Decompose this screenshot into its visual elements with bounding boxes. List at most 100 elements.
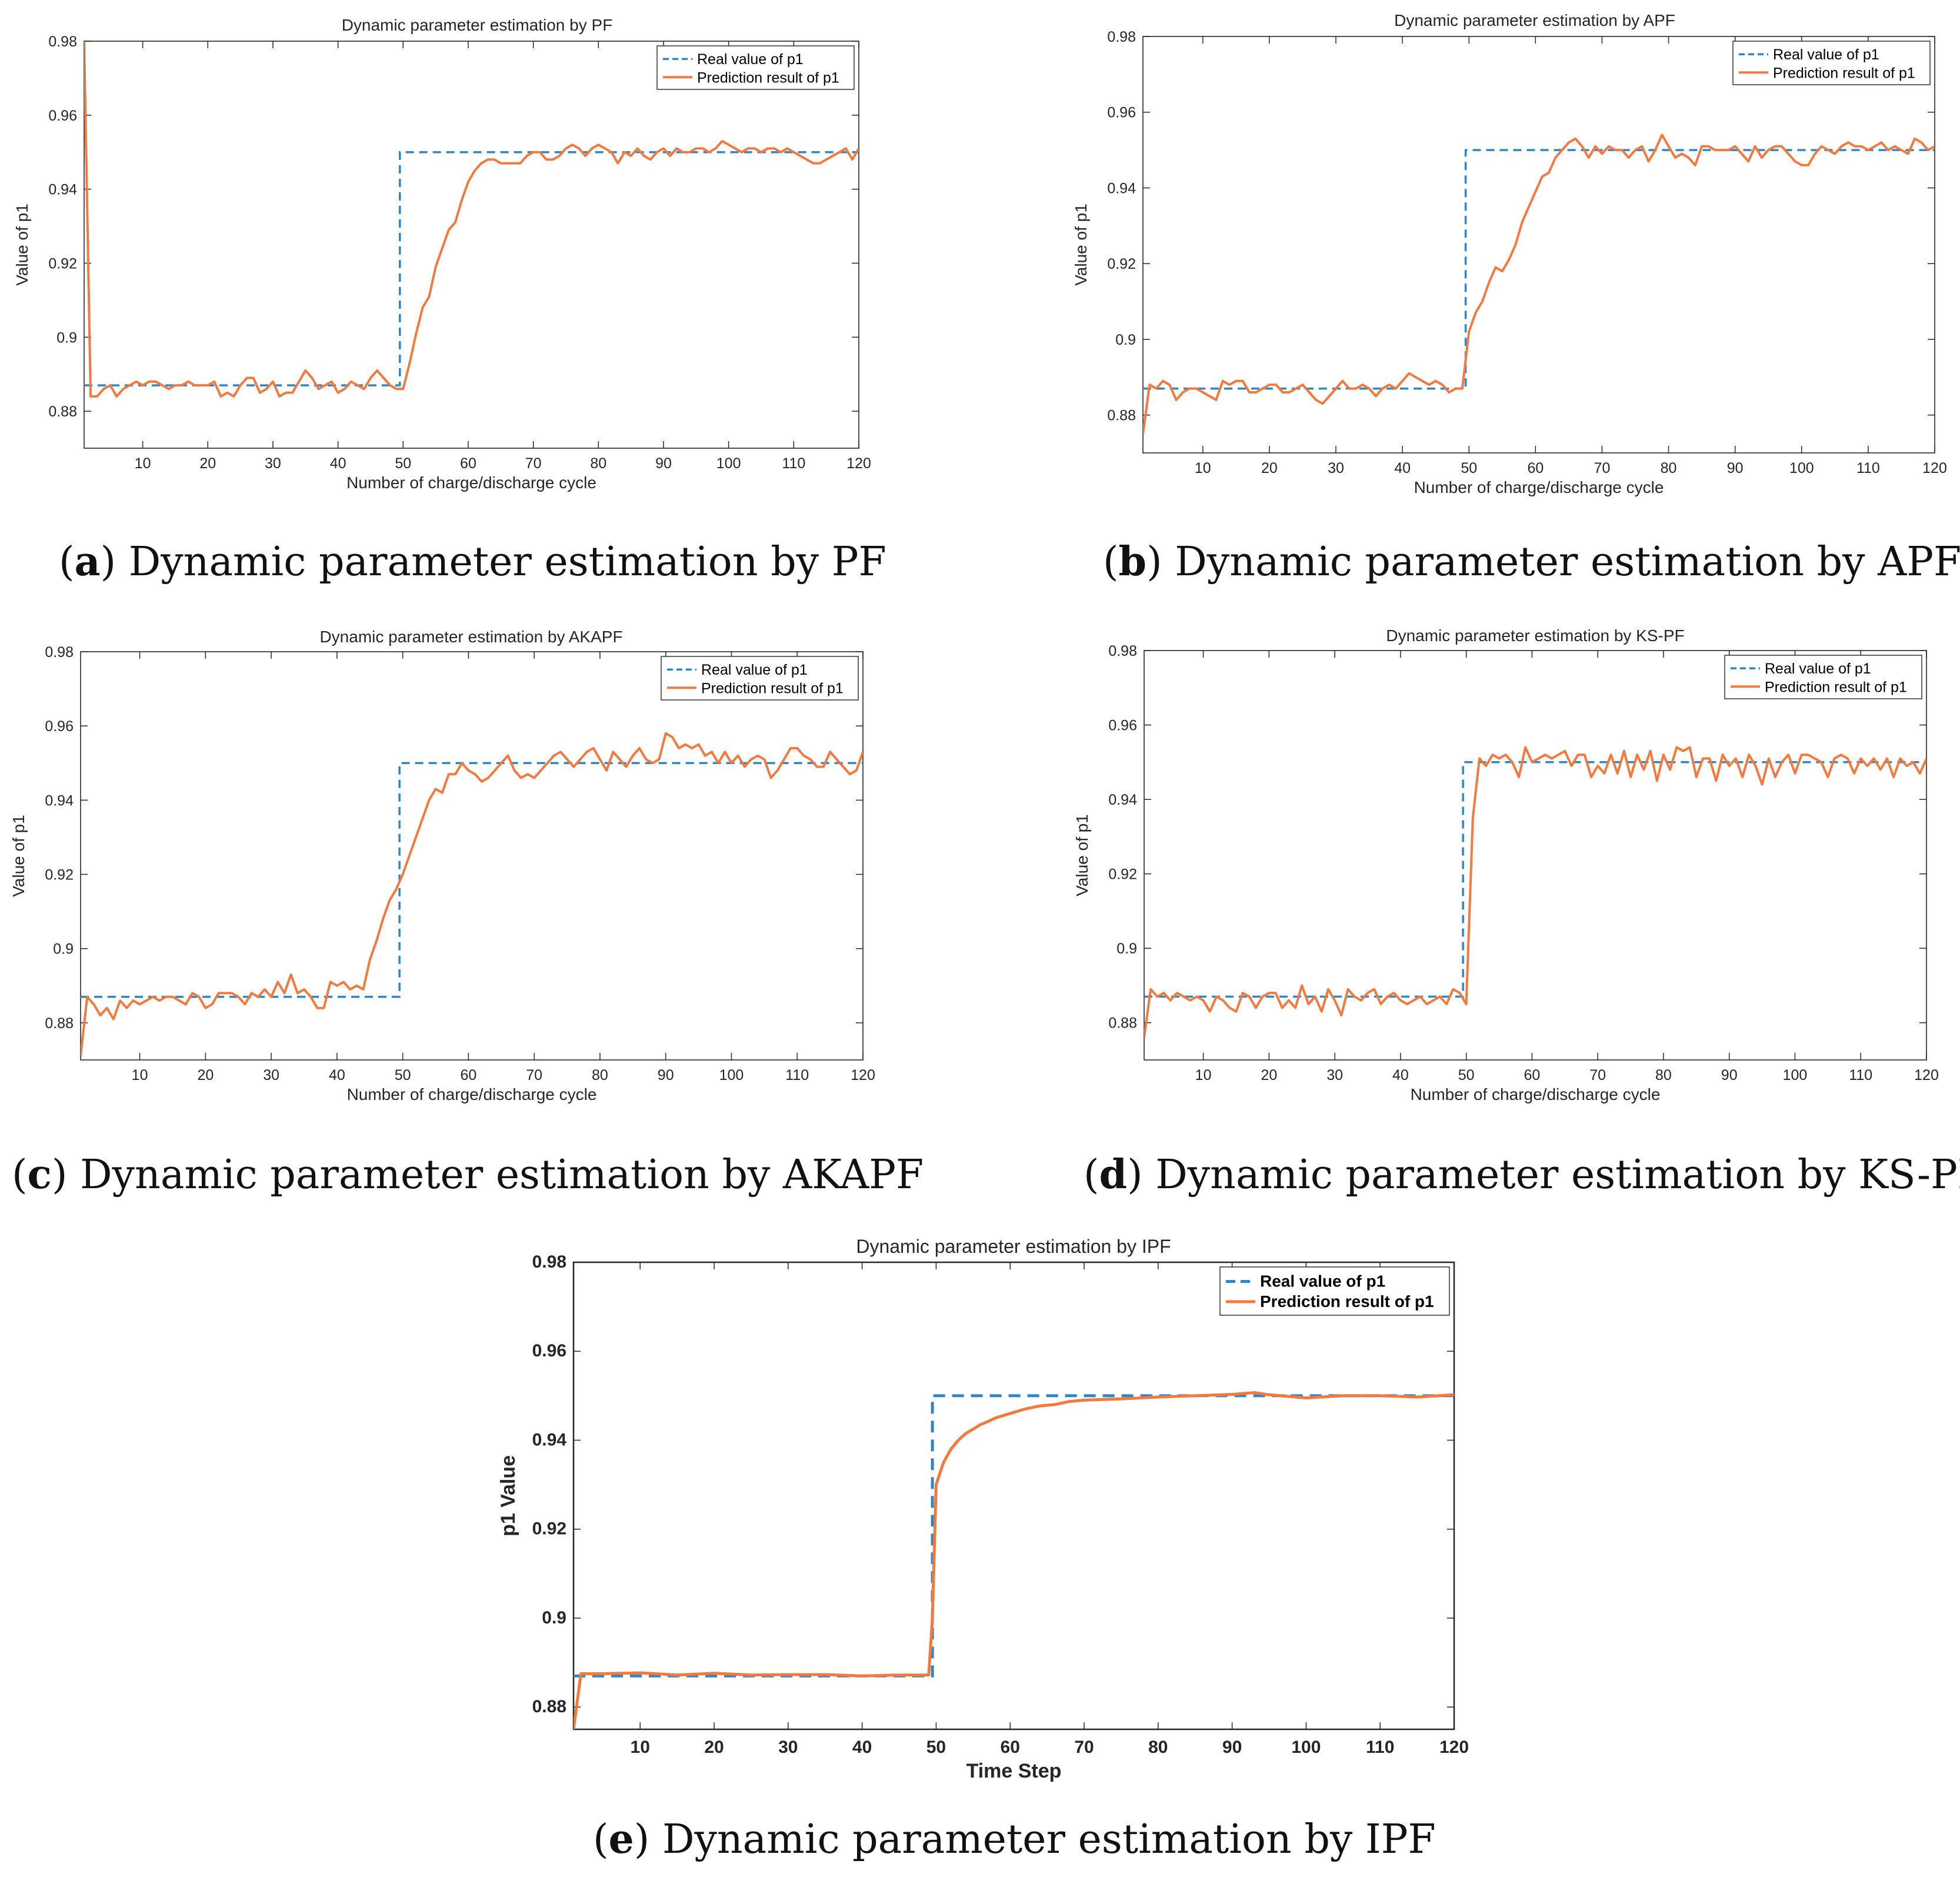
x-axis-label: Number of charge/discharge cycle [1411, 1085, 1661, 1103]
y-tick-label: 0.98 [1107, 29, 1136, 45]
x-tick-label: 10 [132, 1067, 148, 1083]
series-prediction-line [1144, 746, 1926, 1038]
legend-box [1732, 41, 1931, 85]
legend-pred-label: Prediction result of p1 [1773, 65, 1915, 81]
chart-title: Dynamic parameter estimation by IPF [856, 1236, 1171, 1257]
x-tick-label: 90 [655, 455, 672, 472]
x-tick-label: 30 [1326, 1067, 1343, 1083]
legend-box [656, 45, 855, 90]
panel-caption: (a) Dynamic parameter estimation by PF [59, 538, 886, 585]
x-tick-label: 100 [719, 1067, 744, 1083]
legend-box [1724, 655, 1922, 699]
x-tick-label: 90 [1222, 1738, 1242, 1757]
x-tick-label: 10 [1195, 460, 1211, 476]
y-tick-label: 0.88 [1108, 1015, 1137, 1032]
x-tick-label: 20 [197, 1067, 214, 1083]
y-tick-label: 0.9 [53, 941, 74, 958]
y-tick-label: 0.96 [45, 718, 74, 735]
legend-box [661, 656, 859, 701]
x-axis-label: Number of charge/discharge cycle [1414, 478, 1664, 496]
x-tick-label: 100 [1789, 460, 1814, 476]
legend-real-label: Real value of p1 [701, 662, 808, 678]
x-tick-label: 20 [704, 1738, 724, 1757]
panel-caption: (e) Dynamic parameter estimation by IPF [593, 1816, 1436, 1863]
caption-open: ( [593, 1816, 609, 1863]
legend: Real value of p1 Prediction result of p1 [661, 656, 859, 701]
x-tick-label: 30 [1328, 460, 1344, 476]
x-tick-label: 60 [1527, 460, 1544, 476]
y-tick-label: 0.96 [1108, 718, 1137, 734]
x-axis-label: Number of charge/discharge cycle [347, 1085, 597, 1103]
x-tick-label: 20 [199, 455, 216, 472]
panel-caption: (b) Dynamic parameter estimation by APF [1103, 538, 1960, 585]
legend-pred-label: Prediction result of p1 [701, 680, 844, 696]
caption-text: Dynamic parameter estimation by PF [116, 539, 886, 585]
x-tick-label: 30 [778, 1738, 798, 1757]
plot-area [1144, 650, 1927, 1061]
x-tick-label: 110 [1849, 1067, 1872, 1083]
panel-e: Dynamic parameter estimation by IPF 0.88 0… [497, 1236, 1469, 1863]
legend-real-label: Real value of p1 [1773, 46, 1879, 63]
x-tick-label: 110 [1366, 1738, 1394, 1757]
caption-letter: b [1119, 538, 1147, 585]
x-tick-label: 80 [1148, 1738, 1168, 1757]
y-tick-label: 0.92 [532, 1519, 566, 1539]
legend-real-label: Real value of p1 [1765, 661, 1871, 677]
plot-area [80, 651, 864, 1061]
x-tick-label: 120 [1922, 460, 1947, 476]
x-tick-label: 60 [1524, 1067, 1541, 1083]
panel-b: Dynamic parameter estimation by APF 0.88 0… [1072, 11, 1960, 585]
y-tick-label: 0.94 [48, 182, 77, 198]
x-tick-label: 50 [395, 455, 411, 472]
chart-title: Dynamic parameter estimation by PF [342, 16, 613, 34]
legend-real-label: Real value of p1 [697, 51, 804, 68]
legend-pred-label: Prediction result of p1 [1765, 679, 1907, 695]
y-tick-label: 0.92 [45, 867, 74, 883]
x-tick-label: 40 [1392, 1067, 1409, 1083]
x-tick-label: 80 [1661, 460, 1677, 476]
caption-close: ) [634, 1816, 650, 1863]
x-axis-label: Time Step [966, 1760, 1062, 1782]
x-tick-label: 50 [1458, 1067, 1475, 1083]
y-axis-label: p1 Value [497, 1455, 519, 1536]
y-tick-label: 0.9 [542, 1608, 566, 1628]
caption-close: ) [1146, 539, 1162, 585]
y-tick-label: 0.88 [48, 404, 77, 420]
x-tick-label: 40 [852, 1738, 872, 1757]
x-tick-label: 100 [716, 455, 741, 472]
y-tick-label: 0.88 [45, 1015, 74, 1032]
x-tick-label: 100 [1783, 1067, 1808, 1083]
y-axis-label: Value of p1 [13, 204, 31, 286]
panel-c: Dynamic parameter estimation by AKAPF 0.8… [9, 628, 924, 1198]
caption-letter: e [609, 1816, 634, 1863]
y-tick-label: 0.88 [1107, 408, 1136, 424]
series-prediction-line [574, 1391, 1454, 1729]
x-tick-label: 70 [525, 455, 542, 472]
x-tick-label: 120 [846, 455, 871, 472]
y-tick-label: 0.94 [1108, 792, 1137, 808]
legend-real-label: Real value of p1 [1260, 1272, 1385, 1291]
legend: Real value of p1 Prediction result of p1 [1724, 655, 1922, 699]
y-axis-label: Value of p1 [1073, 814, 1091, 896]
y-tick-label: 0.98 [48, 34, 77, 50]
x-tick-label: 10 [631, 1738, 650, 1757]
caption-open: ( [12, 1152, 28, 1198]
y-tick-label: 0.96 [1107, 105, 1136, 121]
y-tick-label: 0.94 [45, 792, 74, 809]
y-tick-label: 0.9 [1115, 332, 1136, 348]
y-tick-label: 0.9 [1116, 941, 1137, 957]
y-tick-label: 0.92 [1108, 866, 1137, 883]
caption-letter: c [28, 1151, 52, 1198]
x-tick-label: 50 [926, 1738, 946, 1757]
caption-text: Dynamic parameter estimation by IPF [649, 1816, 1435, 1863]
x-tick-label: 40 [330, 455, 346, 472]
chart-title: Dynamic parameter estimation by APF [1394, 11, 1675, 29]
caption-text: Dynamic parameter estimation by AKAPF [67, 1152, 924, 1198]
x-tick-label: 80 [590, 455, 606, 472]
x-tick-label: 80 [1655, 1067, 1672, 1083]
caption-open: ( [59, 539, 75, 585]
x-tick-label: 80 [592, 1067, 608, 1083]
x-tick-label: 70 [1074, 1738, 1094, 1757]
x-tick-label: 100 [1291, 1738, 1321, 1757]
